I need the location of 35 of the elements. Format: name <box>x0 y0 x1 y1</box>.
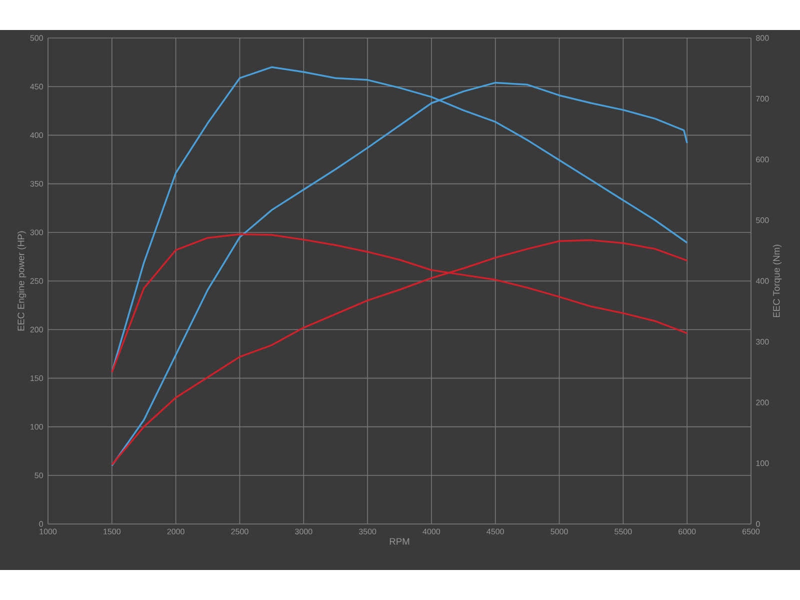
y-tick-label: 50 <box>34 472 43 478</box>
y2-tick-label: 0 <box>756 521 760 527</box>
y-tick-label: 200 <box>30 326 43 332</box>
x-tick-label: 5000 <box>550 528 568 534</box>
y2-tick-label: 500 <box>756 217 769 224</box>
y2-tick-label: 700 <box>756 96 769 102</box>
x-tick-label: 2000 <box>167 528 184 534</box>
y-tick-label: 350 <box>30 180 43 187</box>
x-tick-label: 6500 <box>742 528 760 534</box>
y2-tick-label: 100 <box>756 460 769 466</box>
x-tick-label: 1500 <box>104 528 120 534</box>
y2-axis-title: EEC Torque (Nm) <box>772 244 782 318</box>
y2-tick-label: 400 <box>756 278 769 284</box>
x-tick-label: 1000 <box>40 528 57 534</box>
y-tick-label: 300 <box>30 230 43 236</box>
y-tick-label: 400 <box>30 132 43 138</box>
y-tick-label: 150 <box>30 375 43 382</box>
x-tick-label: 2500 <box>231 528 248 534</box>
x-tick-label: 4000 <box>422 528 440 534</box>
y-tick-label: 450 <box>30 84 43 90</box>
x-tick-label: 3000 <box>295 528 312 534</box>
y-tick-label: 0 <box>39 521 43 527</box>
y-tick-label: 100 <box>30 424 43 430</box>
x-tick-label: 5500 <box>614 528 632 534</box>
x-tick-label: 4500 <box>486 528 504 534</box>
y2-tick-label: 300 <box>756 338 769 345</box>
y-tick-label: 250 <box>30 278 43 284</box>
y-tick-label: 500 <box>30 35 43 41</box>
x-tick-label: 3500 <box>358 528 376 534</box>
x-tick-label: 6000 <box>678 528 696 534</box>
y2-tick-label: 200 <box>756 400 769 406</box>
x-axis-title: RPM <box>390 538 410 545</box>
y2-tick-label: 800 <box>756 35 769 41</box>
y2-tick-label: 600 <box>756 156 769 162</box>
y-axis-title: EEC Engine power (HP) <box>17 231 26 331</box>
